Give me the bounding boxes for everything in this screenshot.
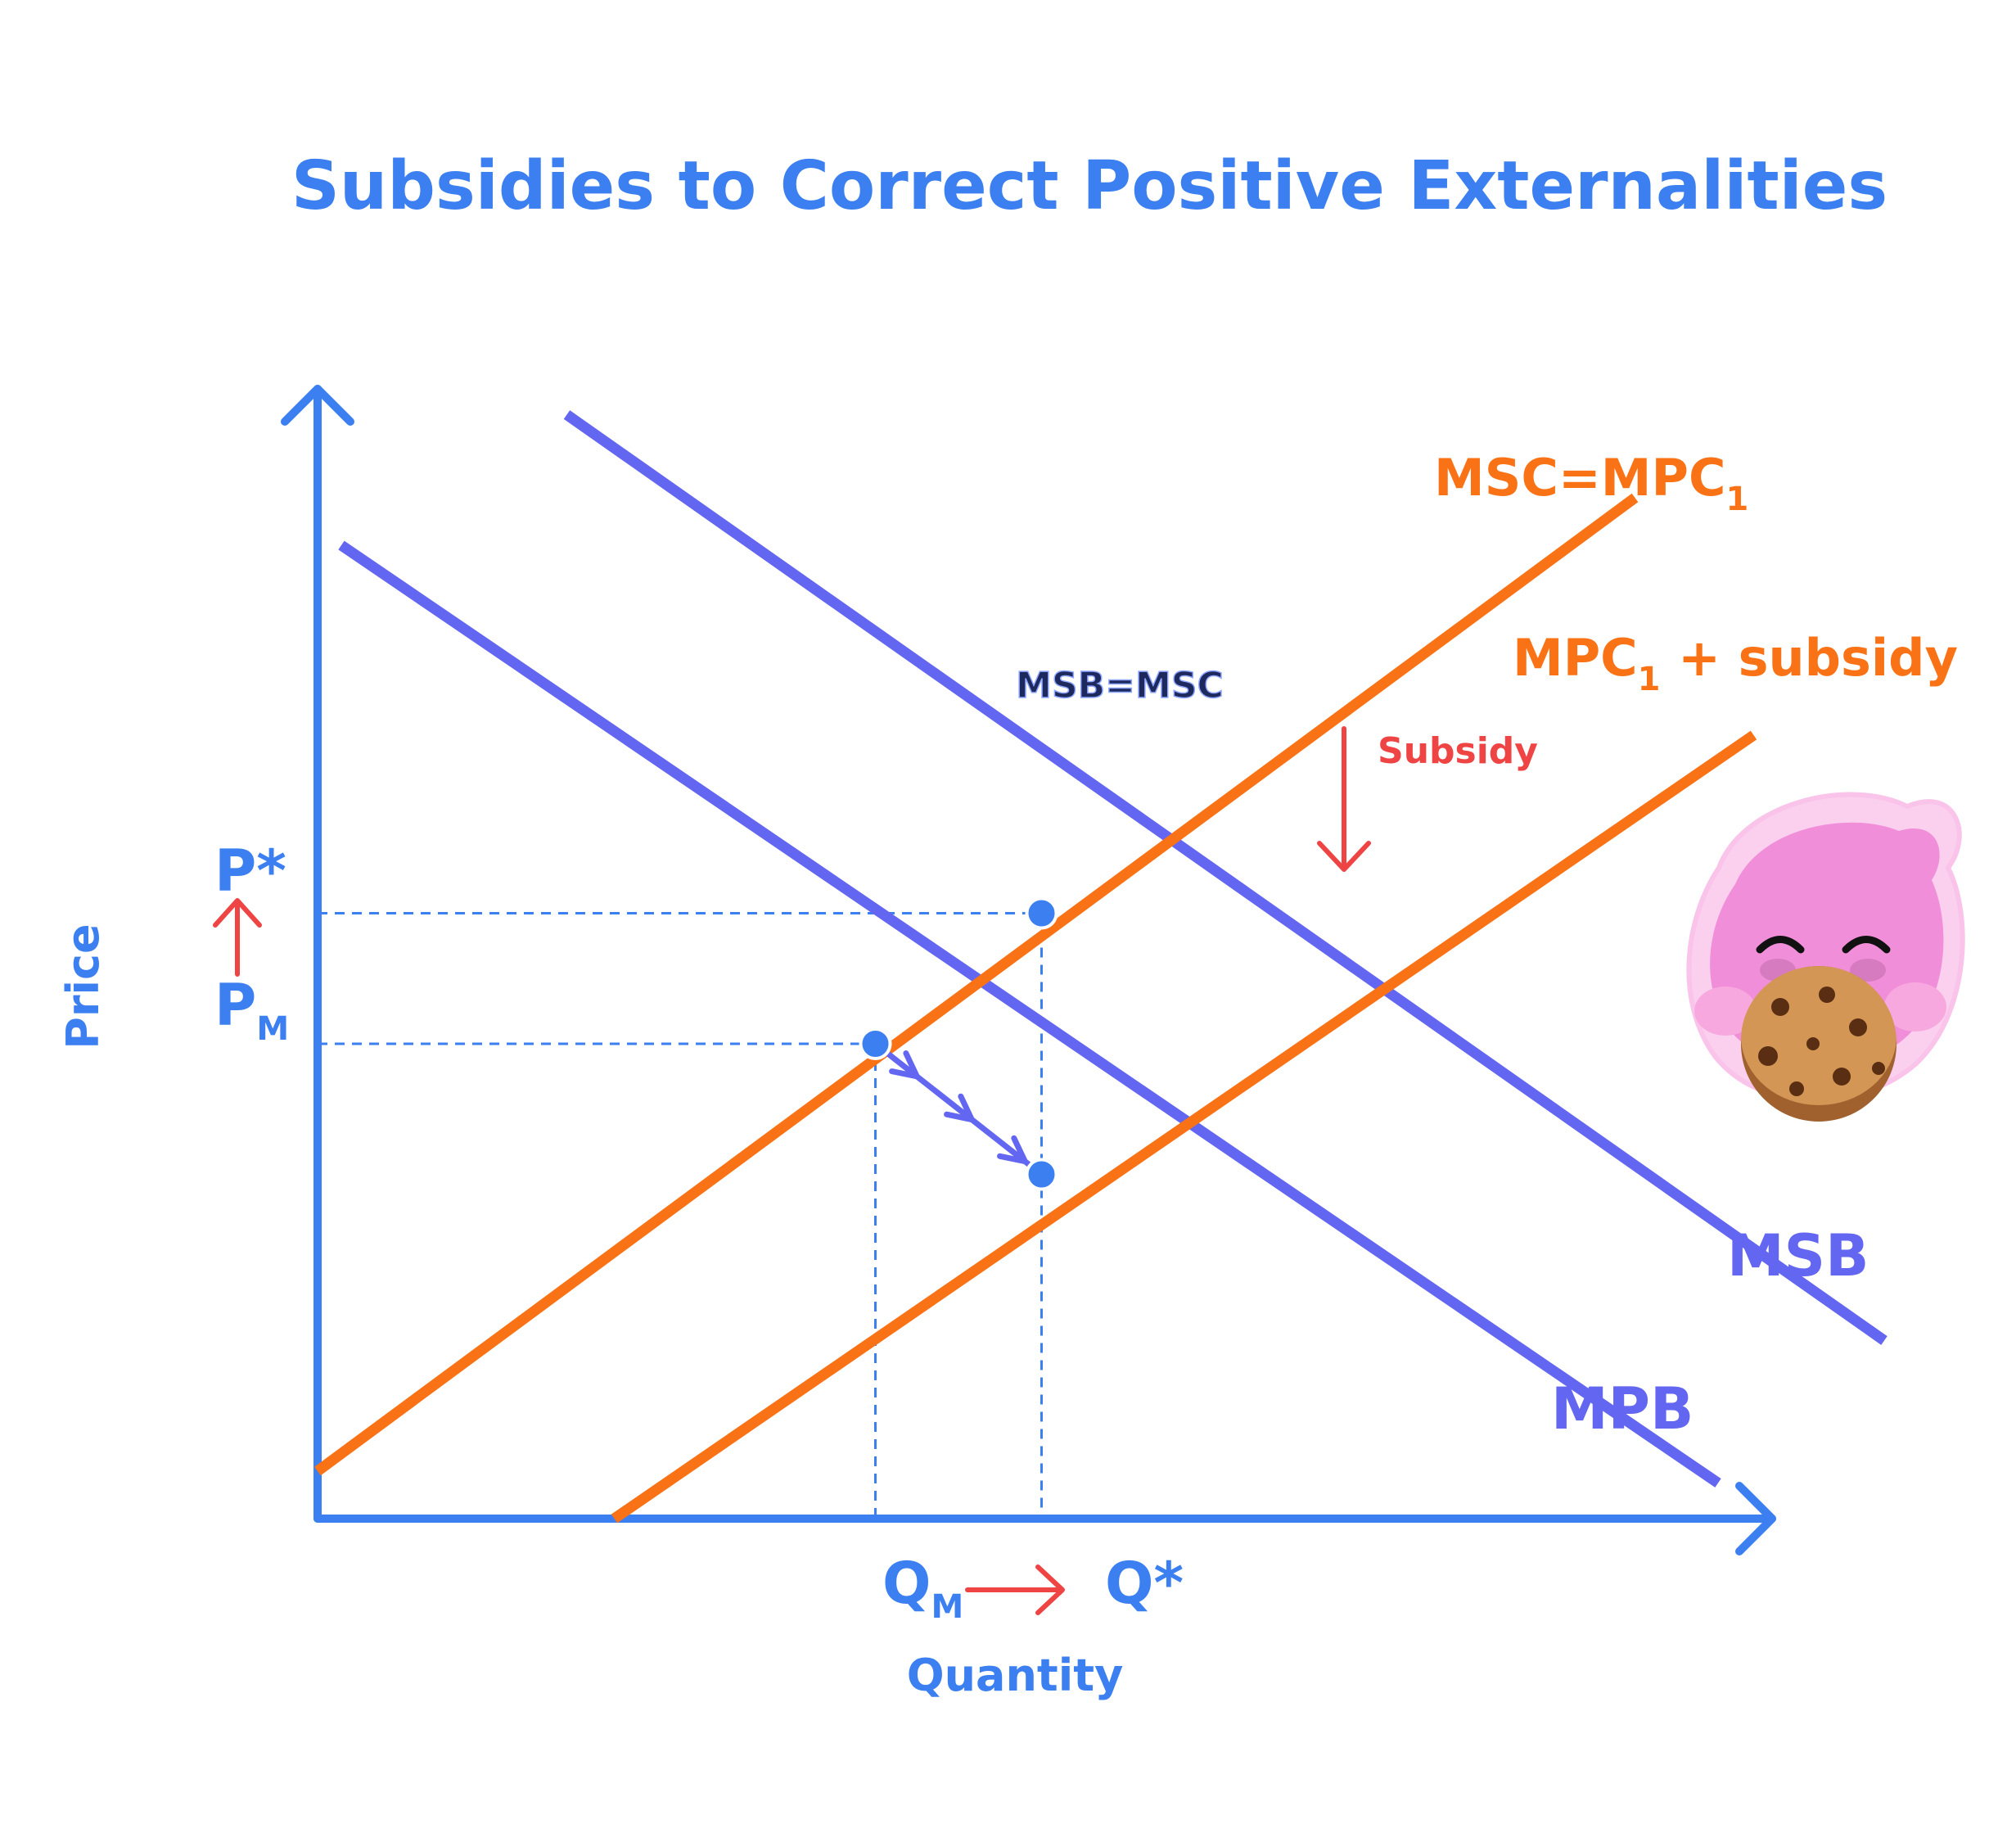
series-label-msb: MSB (1727, 1222, 1869, 1289)
quantity-right-arrow (965, 1564, 1065, 1615)
curve-mpc-3 (611, 730, 1757, 1524)
tick-label-q-star: Q* (1105, 1550, 1184, 1617)
character-left-eye (1756, 936, 1805, 954)
tick-label-q-m-subscript: M (931, 1588, 964, 1626)
series-label-msc-subscript: 1 (1725, 481, 1748, 518)
equilibrium-point-subsidized (1025, 1158, 1058, 1191)
movement-path (873, 1041, 1039, 1172)
tick-label-q-m: QM (882, 1550, 963, 1626)
tick-label-p-star: P* (214, 837, 286, 905)
movement-arrows (873, 1041, 1039, 1172)
annotation-msb-msc: MSB=MSC (1016, 665, 1224, 707)
tick-label-p-m: PM (214, 972, 289, 1048)
x-axis-label: Quantity (907, 1650, 1124, 1701)
curve-msb-0 (563, 410, 1887, 1345)
chart-title: Subsidies to Correct Positive Externalit… (291, 147, 1887, 225)
series-label-mpc-subscript: 1 (1638, 661, 1661, 698)
subsidy-down-arrow (1317, 726, 1371, 872)
series-label-mpb: MPB (1551, 1375, 1694, 1442)
curve-msc-mpc-2 (314, 493, 1639, 1476)
series-label-mpc-suffix: + subsidy (1660, 628, 1958, 688)
y-axis-arrowhead (281, 385, 354, 426)
character-right-eye (1842, 936, 1891, 954)
series-label-mpc-subsidy: MPC1 + subsidy (1513, 628, 1958, 698)
guide-lines (318, 912, 1043, 1519)
curves (314, 410, 1887, 1524)
x-axis-arrowhead (1735, 1482, 1776, 1555)
cookie-character-illustration (1686, 792, 1965, 1122)
equilibrium-point-market (859, 1027, 892, 1060)
tick-label-p-m-subscript: M (256, 1010, 289, 1048)
curve-mpb-1 (338, 540, 1721, 1488)
series-labels: MSB MPB MSC=MPC1 MPC1 + subsidy (1434, 448, 1958, 1442)
equilibrium-points (859, 896, 1058, 1191)
axes (281, 385, 1776, 1555)
series-label-msc: MSC=MPC1 (1434, 448, 1748, 518)
y-axis-label: Price (57, 923, 109, 1049)
annotation-subsidy: Subsidy (1378, 730, 1538, 772)
tick-labels: P* PM QM Q* (214, 837, 1184, 1626)
equilibrium-point-optimum (1025, 896, 1058, 930)
price-up-arrow (213, 898, 262, 977)
